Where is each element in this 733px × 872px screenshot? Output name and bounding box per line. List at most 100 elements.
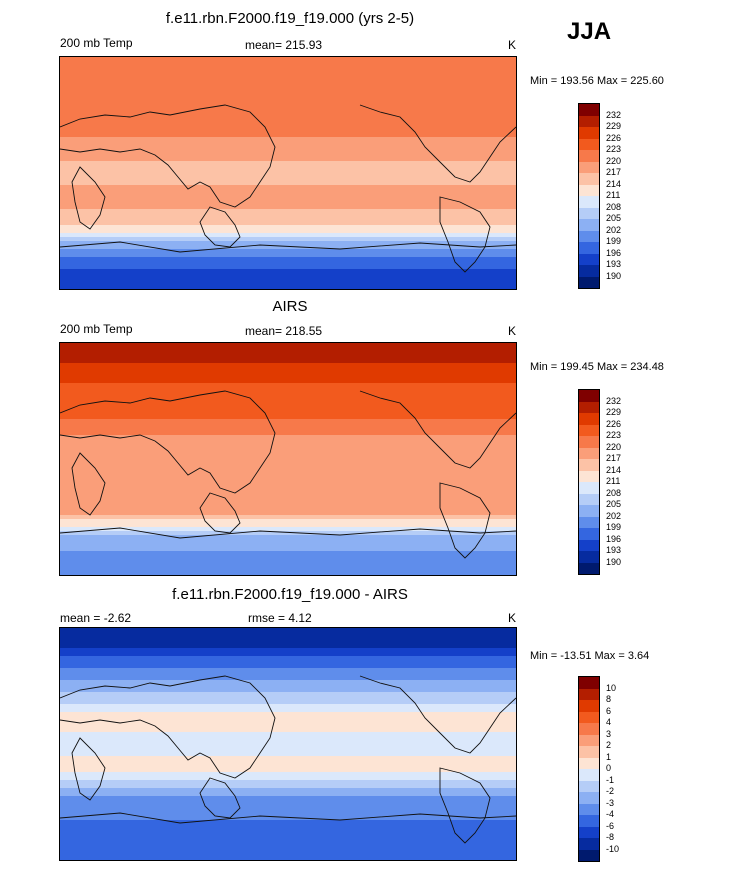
colorbar-tick-label: 3 (606, 728, 612, 739)
map-lat-band (60, 479, 516, 484)
map-lat-band (60, 81, 516, 86)
map-lat-band (60, 205, 516, 210)
map-lat-band (60, 371, 516, 376)
map-lat-band (60, 856, 516, 860)
colorbar-swatch (579, 792, 599, 804)
map-lat-band (60, 61, 516, 66)
map-lat-band (60, 415, 516, 420)
coastline (359, 104, 516, 183)
panel1-unit: K (508, 38, 517, 52)
colorbar-swatch (579, 207, 599, 219)
map-lat-band (60, 73, 516, 78)
panel2-mean-label: mean= 218.55 (245, 324, 323, 338)
panel2-unit: K (508, 324, 517, 338)
map-lat-band (60, 237, 516, 242)
map-lat-band (60, 407, 516, 412)
colorbar-tick-label: 226 (606, 418, 622, 429)
colorbar-tick-label: 232 (606, 395, 622, 406)
map-lat-band (60, 161, 516, 166)
panel1-left-label: 200 mb Temp (60, 36, 133, 50)
map-lat-band (60, 93, 516, 98)
colorbar-swatch (579, 230, 599, 242)
map-lat-band (60, 720, 516, 725)
colorbar-tick-label: 223 (606, 430, 622, 440)
colorbar-tick-label: 211 (606, 476, 621, 486)
map-lat-band (60, 467, 516, 472)
map-lat-band (60, 89, 516, 94)
panel2-left-label: 200 mb Temp (60, 322, 133, 336)
map-lat-band (60, 656, 516, 661)
map-lat-band (60, 772, 516, 777)
map-lat-band (60, 523, 516, 528)
map-lat-band (60, 455, 516, 460)
colorbar-swatch (579, 746, 599, 758)
map-lat-band (60, 375, 516, 380)
map-lat-band (60, 399, 516, 404)
map-lat-band (60, 475, 516, 480)
colorbar-swatch (579, 150, 599, 162)
map-lat-band (60, 249, 516, 254)
map-lat-band (60, 644, 516, 649)
colorbar-swatch (579, 184, 599, 196)
map-lat-band (60, 65, 516, 70)
colorbar-swatch (579, 688, 599, 700)
map-lat-band (60, 101, 516, 106)
map-lat-band (60, 69, 516, 74)
map-lat-band (60, 756, 516, 761)
map-lat-band (60, 744, 516, 749)
colorbar-swatch (579, 401, 599, 413)
map-lat-band (60, 632, 516, 637)
map-lat-band (60, 732, 516, 737)
map-lat-band (60, 435, 516, 440)
map-lat-band (60, 672, 516, 677)
map-lat-band (60, 503, 516, 508)
colorbar-tick-label: 6 (606, 705, 612, 716)
map-lat-band (60, 563, 516, 568)
colorbar-swatch (579, 769, 599, 781)
map-lat-band (60, 383, 516, 388)
map-lat-band (60, 85, 516, 90)
map-lat-band (60, 676, 516, 681)
map-lat-band (60, 165, 516, 170)
map-lat-band (60, 463, 516, 468)
map-lat-band (60, 213, 516, 218)
map-lat-band (60, 776, 516, 781)
map-lat-band (60, 840, 516, 845)
map-lat-band (60, 269, 516, 274)
map-lat-band (60, 209, 516, 214)
map-lat-band (60, 57, 516, 62)
map-lat-band (60, 201, 516, 206)
colorbar-swatch (579, 711, 599, 723)
colorbar-swatch (579, 127, 599, 139)
map-lat-band (60, 551, 516, 556)
map-lat-band (60, 852, 516, 857)
map-lat-band (60, 648, 516, 653)
colorbar-tick-label: -4 (606, 809, 615, 819)
colorbar-swatch (579, 539, 599, 551)
coastline (71, 166, 106, 230)
colorbar-tick-label: -6 (606, 820, 615, 831)
colorbar-swatch (579, 424, 599, 436)
colorbar-tick-label: 2 (606, 740, 612, 750)
map-lat-band (60, 229, 516, 234)
map-lat-band (60, 439, 516, 444)
map-lat-band (60, 768, 516, 773)
colorbar-tick-label: -8 (606, 832, 615, 842)
map-lat-band (60, 145, 516, 150)
colorbar-swatch (579, 413, 599, 425)
map-lat-band (60, 169, 516, 174)
colorbar-tick-label: 208 (606, 201, 622, 212)
map-lat-band (60, 507, 516, 512)
map-lat-band (60, 764, 516, 769)
colorbar-tick-label: 196 (606, 533, 622, 544)
colorbar-swatch (579, 562, 599, 574)
map-lat-band (60, 559, 516, 564)
panel3-minmax: Min = -13.51 Max = 3.64 (530, 650, 650, 662)
coastline (439, 482, 491, 559)
map-lat-band (60, 844, 516, 849)
panel1-map (59, 56, 517, 290)
colorbar-swatch (579, 493, 599, 505)
colorbar-tick-label: 226 (606, 132, 622, 143)
map-lat-band (60, 495, 516, 500)
map-lat-band (60, 527, 516, 532)
